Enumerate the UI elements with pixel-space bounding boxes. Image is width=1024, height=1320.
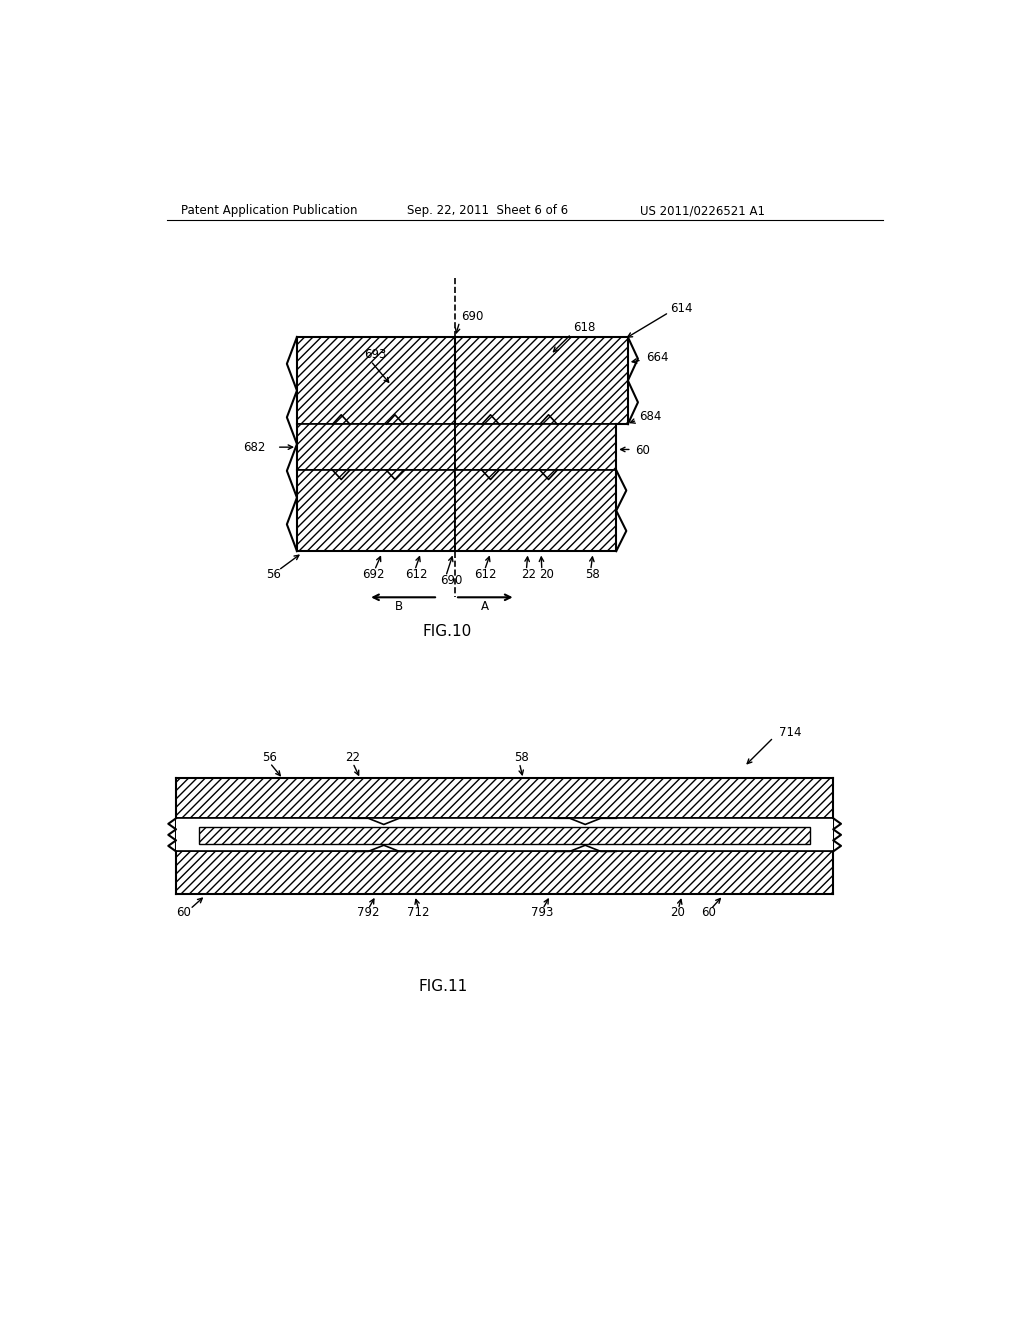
Bar bbox=[176, 851, 834, 894]
Bar bbox=[455, 470, 616, 552]
Bar bbox=[455, 424, 616, 470]
Bar bbox=[297, 424, 455, 470]
Text: 792: 792 bbox=[356, 907, 379, 920]
Bar bbox=[297, 337, 455, 424]
Text: 712: 712 bbox=[407, 907, 429, 920]
Text: 612: 612 bbox=[474, 568, 497, 581]
Text: 60: 60 bbox=[176, 907, 190, 920]
Text: 56: 56 bbox=[262, 751, 276, 764]
Bar bbox=[200, 826, 810, 843]
Text: 22: 22 bbox=[345, 751, 360, 764]
Text: B: B bbox=[395, 601, 403, 612]
Bar bbox=[297, 470, 455, 552]
Bar bbox=[455, 470, 616, 552]
Text: 56: 56 bbox=[266, 568, 281, 581]
Text: 664: 664 bbox=[646, 351, 669, 363]
Text: 20: 20 bbox=[539, 568, 554, 581]
Text: 618: 618 bbox=[573, 321, 596, 334]
Text: 58: 58 bbox=[586, 568, 600, 581]
Text: 614: 614 bbox=[671, 302, 693, 315]
Text: A: A bbox=[480, 601, 488, 612]
Text: FIG.10: FIG.10 bbox=[423, 624, 472, 639]
Text: 684: 684 bbox=[640, 409, 662, 422]
Bar bbox=[297, 424, 455, 470]
Bar bbox=[176, 779, 834, 818]
Text: 20: 20 bbox=[671, 907, 685, 920]
Text: 690: 690 bbox=[440, 574, 463, 587]
Bar bbox=[455, 424, 616, 470]
Text: 612: 612 bbox=[404, 568, 427, 581]
Text: FIG.11: FIG.11 bbox=[419, 978, 468, 994]
Bar bbox=[200, 826, 810, 843]
Text: Patent Application Publication: Patent Application Publication bbox=[180, 205, 357, 218]
Text: 22: 22 bbox=[521, 568, 536, 581]
Text: 692: 692 bbox=[362, 568, 385, 581]
Text: Sep. 22, 2011  Sheet 6 of 6: Sep. 22, 2011 Sheet 6 of 6 bbox=[407, 205, 568, 218]
Bar bbox=[297, 470, 455, 552]
Text: 60: 60 bbox=[701, 907, 717, 920]
Text: 714: 714 bbox=[779, 726, 802, 739]
Bar bbox=[176, 818, 834, 851]
Text: 60: 60 bbox=[636, 445, 650, 458]
Text: 690: 690 bbox=[461, 310, 483, 323]
Bar bbox=[176, 779, 834, 818]
Text: 693: 693 bbox=[365, 348, 387, 362]
Bar bbox=[176, 851, 834, 894]
Text: 682: 682 bbox=[243, 441, 265, 454]
Bar bbox=[455, 337, 628, 424]
Bar bbox=[455, 337, 628, 424]
Text: 793: 793 bbox=[531, 907, 553, 920]
Text: 58: 58 bbox=[514, 751, 528, 764]
Text: US 2011/0226521 A1: US 2011/0226521 A1 bbox=[640, 205, 765, 218]
Bar bbox=[297, 337, 455, 424]
